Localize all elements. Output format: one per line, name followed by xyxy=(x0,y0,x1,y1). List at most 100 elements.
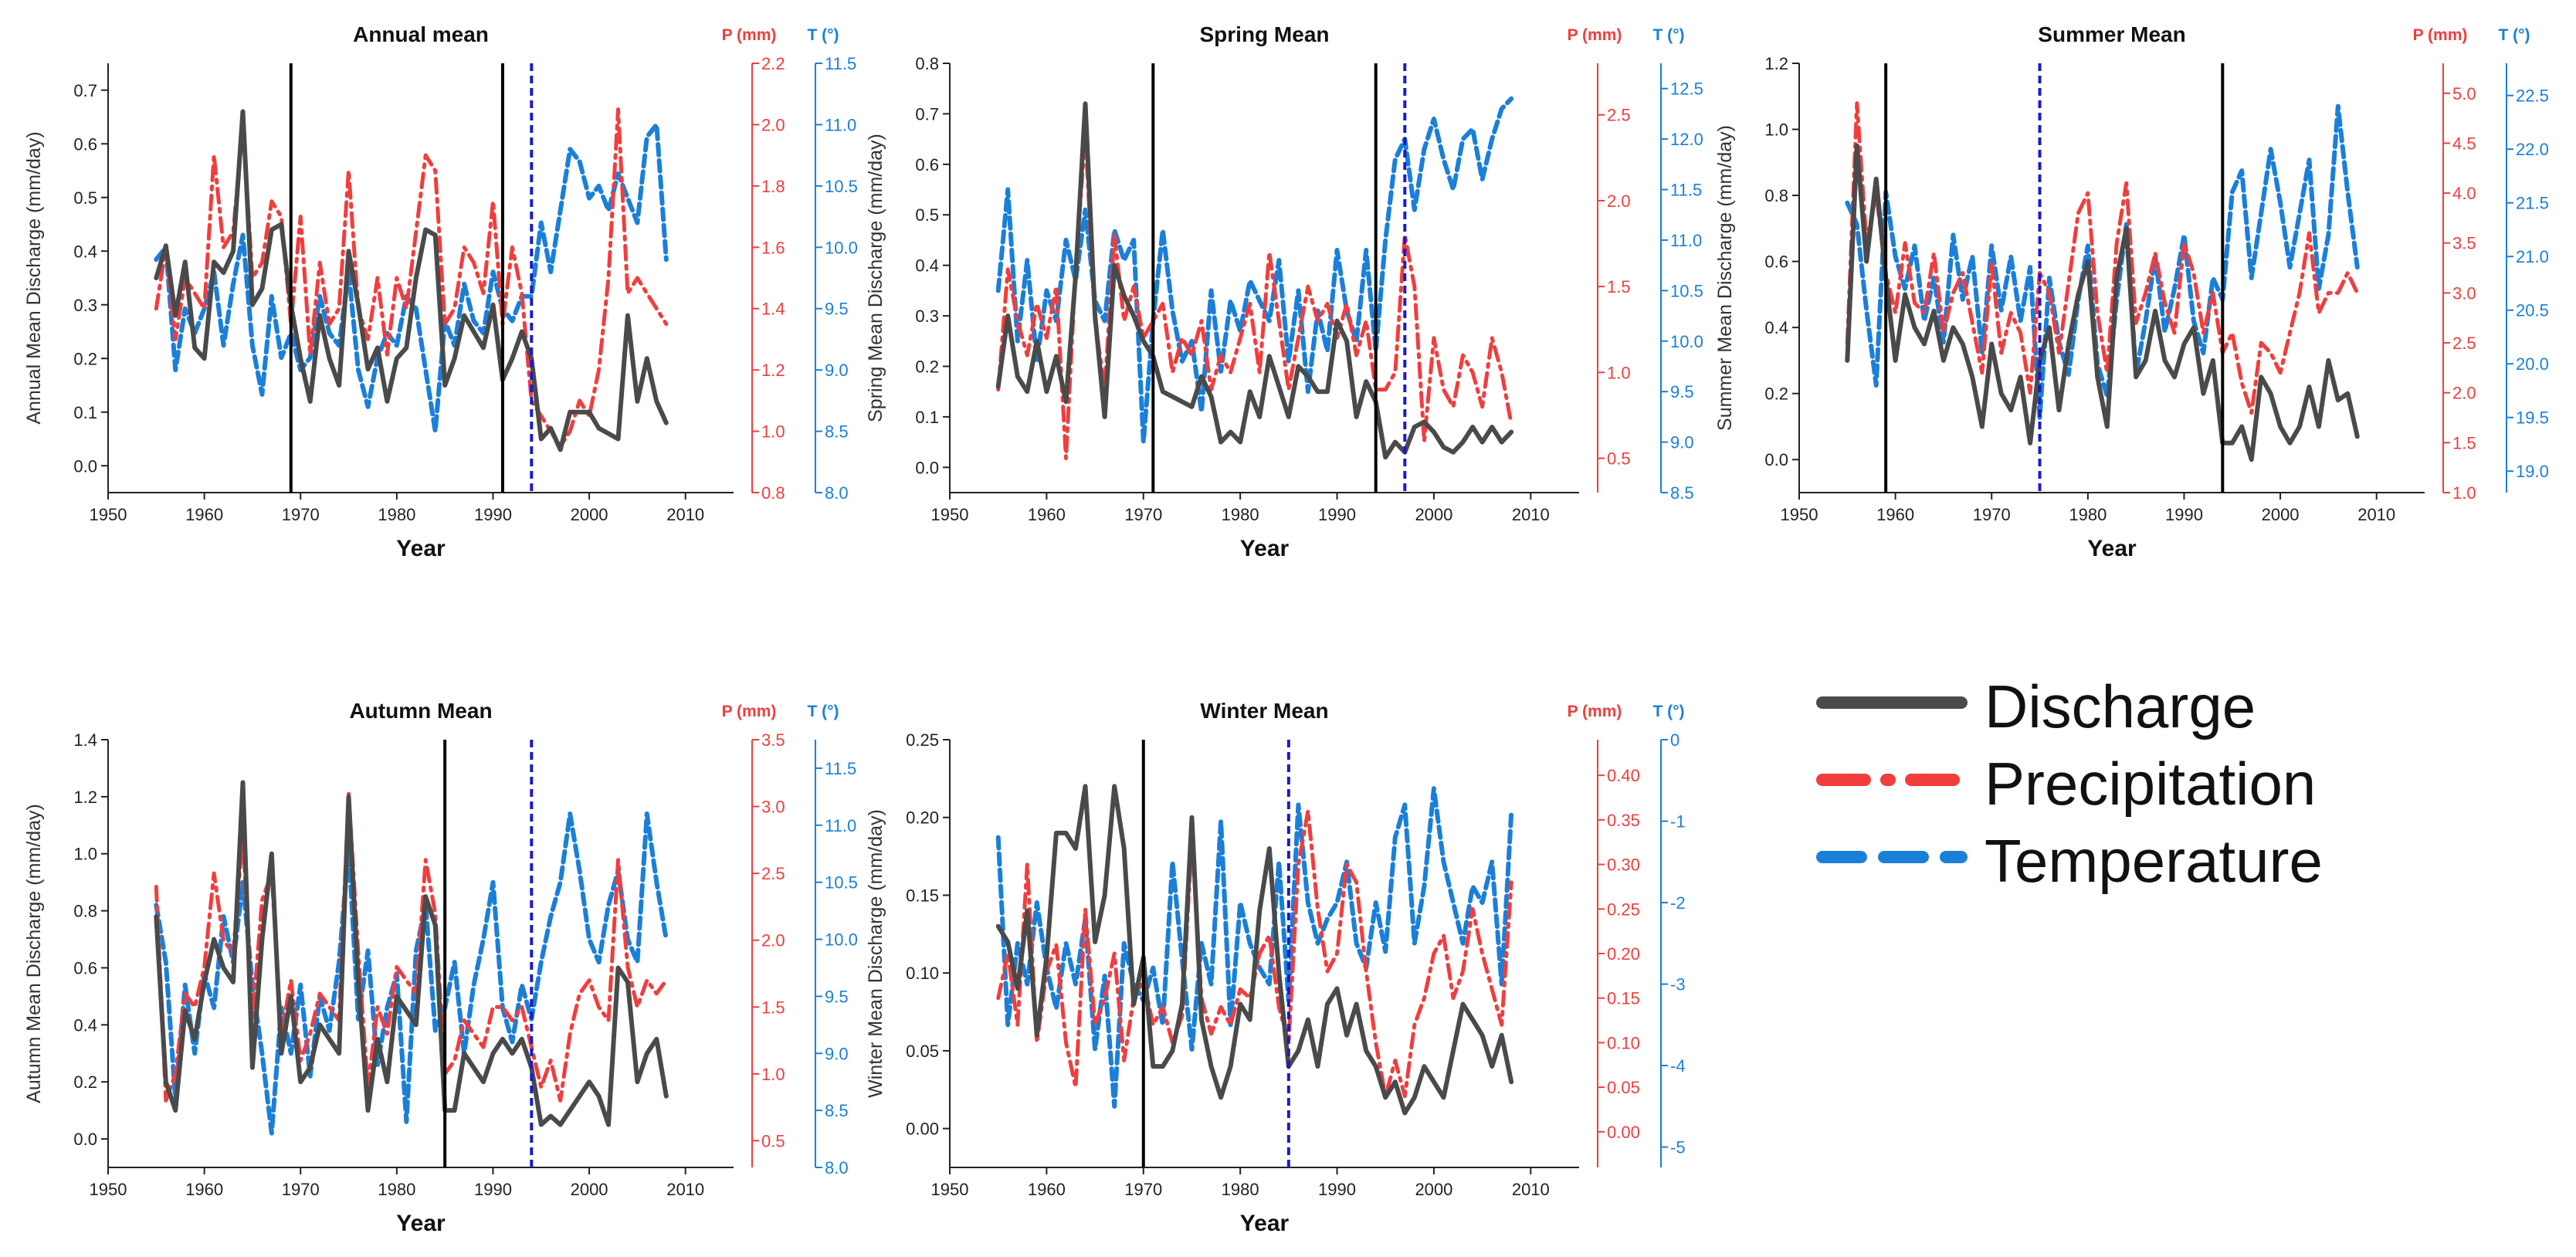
y2-tick-label: 0.40 xyxy=(1607,766,1640,785)
x-tick-label: 2010 xyxy=(666,1180,704,1199)
y-tick-label: 0.2 xyxy=(1764,385,1788,404)
x-tick-label: 2000 xyxy=(571,505,608,524)
y2-tick-label: 0.5 xyxy=(761,1131,785,1150)
series-discharge xyxy=(1845,143,2360,462)
legend-swatch-precipitation xyxy=(1816,774,1968,786)
y3-tick-label: 10.0 xyxy=(825,238,858,257)
y2-tick-label: 1.2 xyxy=(761,361,785,380)
y3-tick-label: 11.5 xyxy=(1670,181,1702,200)
x-tick-label: 2000 xyxy=(2262,505,2300,524)
y2-tick-label: 1.5 xyxy=(2452,433,2476,452)
x-tick-label: 1980 xyxy=(378,505,415,524)
y2-tick-label: 1.8 xyxy=(761,177,785,196)
x-tick-label: 1960 xyxy=(185,505,223,524)
legend-swatch-temperature xyxy=(1816,851,1968,863)
y3-axis-label: T (°) xyxy=(2498,26,2530,44)
series-precipitation xyxy=(1845,101,2360,415)
x-tick-label: 1960 xyxy=(1876,505,1914,524)
y-tick-label: 0.4 xyxy=(1764,318,1788,337)
y3-tick-label: 21.0 xyxy=(2516,247,2549,266)
x-tick-label: 1990 xyxy=(474,1180,512,1199)
legend: Discharge Precipitation Temperature xyxy=(1815,664,2510,896)
y2-tick-label: 1.5 xyxy=(1607,277,1631,296)
y3-tick-label: 10.0 xyxy=(825,930,858,950)
y-tick-label: 0.6 xyxy=(73,958,97,977)
y3-tick-label: -2 xyxy=(1670,893,1686,913)
y-tick-label: 0.7 xyxy=(915,104,939,124)
panel-1: Annual mean 0.0 0.1 0.2 0.3 0.4 0.5 0.6 0.7 Annua… xyxy=(23,22,858,561)
y2-tick-label: 2.5 xyxy=(1607,106,1631,125)
y3-tick-label: 8.0 xyxy=(825,483,849,503)
y3-tick-label: 11.0 xyxy=(825,115,856,134)
y3-tick-label: 8.5 xyxy=(825,1101,849,1120)
x-tick-label: 2010 xyxy=(2357,505,2395,524)
y2-tick-label: 1.6 xyxy=(761,238,785,257)
y2-tick-label: 0.10 xyxy=(1607,1033,1640,1052)
panel-title: Spring Mean xyxy=(1199,22,1329,46)
y2-tick-label: 3.0 xyxy=(761,798,785,817)
y3-tick-label: 19.0 xyxy=(2516,462,2549,481)
y2-tick-label: 1.0 xyxy=(2452,483,2476,503)
panel-3: Summer Mean 0.0 0.2 0.4 0.6 0.8 1.0 1.2 Summer M… xyxy=(1714,22,2549,561)
series-temperature xyxy=(995,96,1514,445)
y-axis-label: Summer Mean Discharge (mm/day) xyxy=(1714,125,1736,431)
x-tick-label: 2010 xyxy=(666,505,704,524)
legend-label-discharge: Discharge xyxy=(1985,673,2256,740)
y2-tick-label: 2.5 xyxy=(761,864,785,883)
x-tick-label: 1980 xyxy=(378,1180,415,1199)
y-tick-label: 0.10 xyxy=(906,964,939,983)
y-tick-label: 0.1 xyxy=(915,408,939,427)
y3-tick-label: -3 xyxy=(1670,975,1686,994)
y-tick-label: 1.0 xyxy=(1764,120,1788,140)
y2-tick-label: 1.5 xyxy=(761,998,785,1017)
y-axis-label: Autumn Mean Discharge (mm/day) xyxy=(23,804,45,1103)
x-tick-label: 1970 xyxy=(282,1180,320,1199)
y2-tick-label: 3.5 xyxy=(2452,234,2476,253)
y3-tick-label: 9.0 xyxy=(825,1044,849,1063)
y2-tick-label: 1.0 xyxy=(1607,363,1631,382)
y-axis-label: Spring Mean Discharge (mm/day) xyxy=(865,134,886,422)
y2-tick-label: 2.0 xyxy=(2452,384,2476,403)
y2-tick-label: 1.0 xyxy=(761,422,785,442)
legend-swatch-discharge xyxy=(1816,696,1968,709)
y2-tick-label: 2.0 xyxy=(761,931,785,950)
y3-tick-label: -5 xyxy=(1670,1138,1686,1157)
y-tick-label: 0.0 xyxy=(73,1130,97,1149)
x-tick-label: 1950 xyxy=(931,1180,969,1199)
y3-tick-label: 10.5 xyxy=(1670,281,1703,300)
y3-tick-label: 22.0 xyxy=(2516,140,2549,159)
y3-tick-label: 11.5 xyxy=(825,759,856,778)
y2-tick-label: 0.15 xyxy=(1607,989,1640,1008)
x-tick-label: 1990 xyxy=(1318,1180,1356,1199)
x-tick-label: 1950 xyxy=(1781,505,1818,524)
y-tick-label: 0.6 xyxy=(915,155,939,174)
series-discharge xyxy=(154,109,669,452)
y2-tick-label: 4.0 xyxy=(2452,184,2476,203)
y-tick-label: 0.6 xyxy=(73,134,97,154)
y3-tick-label: 11.5 xyxy=(825,54,856,73)
x-tick-label: 1990 xyxy=(2165,505,2203,524)
x-tick-label: 2000 xyxy=(571,1180,608,1199)
series-temperature xyxy=(154,811,669,1136)
y3-axis-label: T (°) xyxy=(807,703,839,720)
y-tick-label: 0.2 xyxy=(73,1072,97,1092)
y3-tick-label: 9.0 xyxy=(825,361,849,380)
y3-tick-label: 11.0 xyxy=(825,816,856,835)
y3-tick-label: 22.5 xyxy=(2516,86,2549,106)
y2-tick-label: 3.0 xyxy=(2452,283,2476,303)
y2-tick-label: 3.5 xyxy=(761,730,785,750)
y2-tick-label: 1.4 xyxy=(761,300,785,319)
y3-tick-label: 8.0 xyxy=(825,1158,849,1177)
y2-tick-label: 0.8 xyxy=(761,483,785,503)
y3-tick-label: 10.5 xyxy=(825,177,858,196)
x-axis-label: Year xyxy=(396,536,446,561)
y3-tick-label: 8.5 xyxy=(1670,483,1694,503)
series-discharge xyxy=(154,780,669,1127)
y3-tick-label: 20.5 xyxy=(2516,301,2549,320)
y-tick-label: 0.4 xyxy=(73,242,97,261)
x-axis-label: Year xyxy=(1240,1211,1290,1236)
y3-axis-label: T (°) xyxy=(1652,26,1684,44)
y3-tick-label: 9.5 xyxy=(825,300,849,319)
x-tick-label: 1990 xyxy=(474,505,512,524)
y3-tick-label: 19.5 xyxy=(2516,408,2549,428)
